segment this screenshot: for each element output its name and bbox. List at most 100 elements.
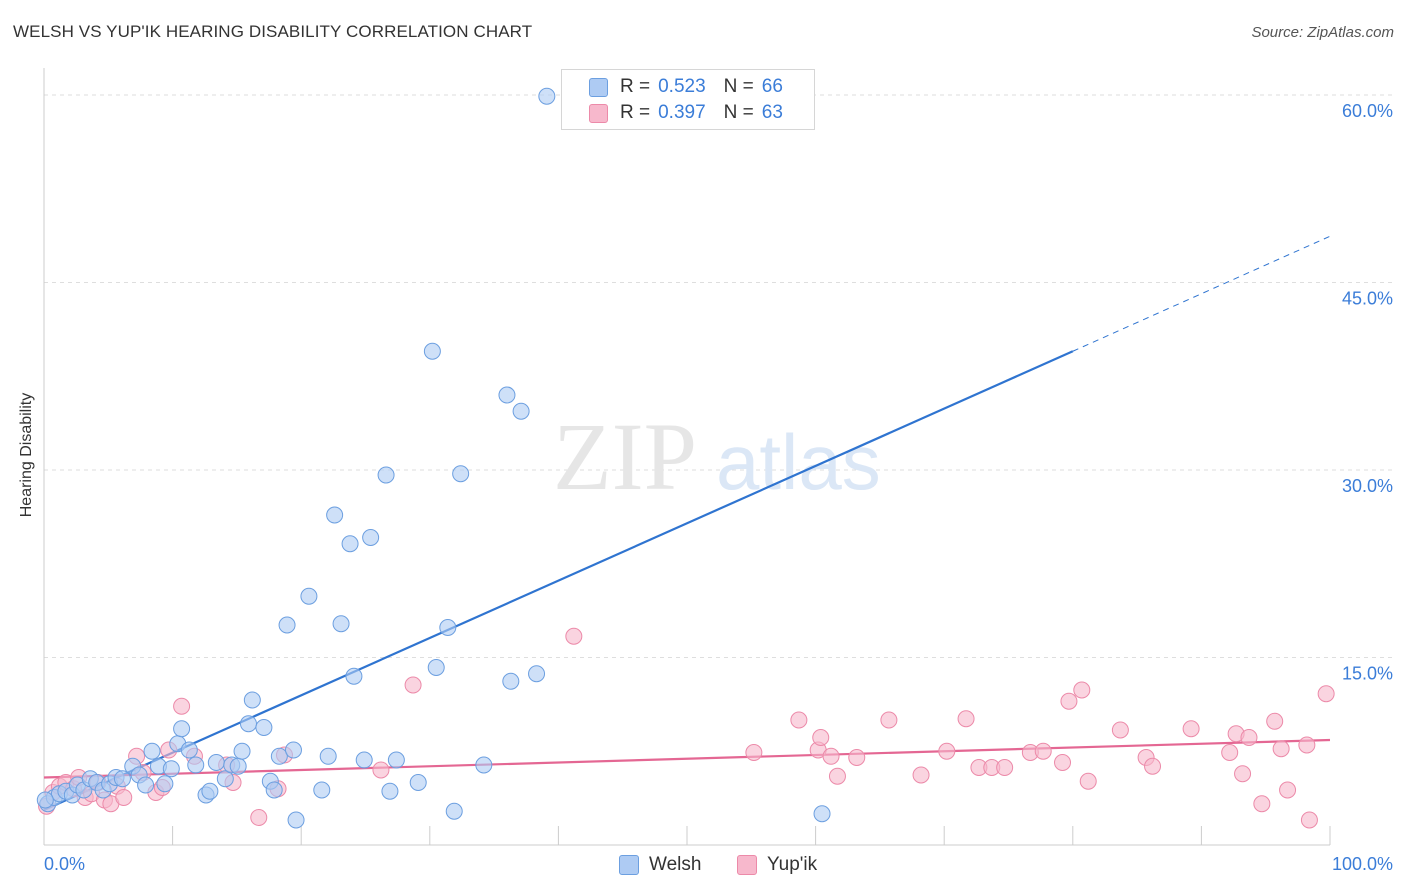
bottom-legend-welsh-label: Welsh xyxy=(649,854,702,875)
welsh-point xyxy=(409,774,427,791)
legend: R = 0.523 N = 66 R = 0.397 N = 63 xyxy=(561,69,815,130)
x-tick-label: 0.0% xyxy=(44,854,85,874)
welsh-point xyxy=(345,667,363,685)
welsh-trend-extension xyxy=(1072,235,1331,352)
yupik-point xyxy=(1111,721,1129,739)
legend-n-label: N = xyxy=(723,102,754,123)
welsh-point xyxy=(36,791,54,809)
welsh-point xyxy=(143,742,161,760)
welsh-point xyxy=(423,342,441,360)
welsh-point xyxy=(326,506,344,524)
legend-n-value: 63 xyxy=(761,102,783,123)
welsh-point xyxy=(355,751,373,769)
y-tick-label: 15.0% xyxy=(1342,664,1393,684)
welsh-point xyxy=(439,619,457,636)
yupik-point xyxy=(1182,720,1200,738)
watermark-atlas: atlas xyxy=(716,418,881,506)
welsh-point xyxy=(452,465,470,483)
yupik-point xyxy=(404,676,422,694)
yupik-point xyxy=(1272,740,1290,758)
bottom-legend-yupik-label: Yup'ik xyxy=(767,854,818,875)
welsh-point xyxy=(180,741,198,759)
yupik-point xyxy=(938,742,956,760)
welsh-point xyxy=(381,782,399,800)
welsh-point xyxy=(502,672,520,690)
welsh-point xyxy=(284,741,302,759)
legend-yupik-swatch xyxy=(589,104,608,123)
yupik-point xyxy=(1266,712,1284,730)
yupik-point xyxy=(996,759,1014,776)
welsh-point xyxy=(255,719,273,736)
yupik-point xyxy=(1279,781,1297,799)
y-tick-label: 45.0% xyxy=(1342,289,1393,309)
welsh-point xyxy=(475,756,493,774)
welsh-point xyxy=(265,781,283,799)
yupik-point xyxy=(790,711,808,729)
legend-r-value: 0.523 xyxy=(658,76,706,97)
trend-lines xyxy=(43,235,1331,812)
welsh-point xyxy=(512,402,530,420)
welsh-point xyxy=(173,720,191,738)
welsh-point xyxy=(137,776,155,794)
welsh-point xyxy=(229,757,247,775)
welsh-point xyxy=(113,770,131,788)
yupik-point xyxy=(115,789,133,806)
yupik-point xyxy=(828,767,846,785)
legend-r-label: R = xyxy=(620,76,651,97)
yupik-point xyxy=(1144,757,1162,775)
welsh-point xyxy=(387,751,405,769)
y-tick-label: 30.0% xyxy=(1342,476,1393,496)
welsh-point xyxy=(427,659,445,676)
yupik-point xyxy=(1079,772,1097,790)
legend-r-value: 0.397 xyxy=(658,102,706,123)
x-tick-label: 100.0% xyxy=(1332,854,1393,874)
legend-row-yupik: R = 0.397 N = 63 xyxy=(620,101,783,125)
yupik-point xyxy=(1073,681,1091,699)
legend-r-label: R = xyxy=(620,102,651,123)
welsh-point xyxy=(319,747,337,765)
legend-welsh-swatch xyxy=(589,78,608,97)
yupik-point xyxy=(1298,736,1316,754)
yupik-point xyxy=(1034,742,1052,760)
welsh-point xyxy=(313,781,331,799)
axes xyxy=(43,68,1331,846)
yupik-point xyxy=(1054,754,1072,771)
yupik-point xyxy=(372,761,390,779)
bottom-legend-welsh: Welsh xyxy=(619,852,701,878)
yupik-point xyxy=(848,749,866,766)
welsh-point xyxy=(445,802,463,820)
welsh-point xyxy=(201,782,219,800)
legend-n-label: N = xyxy=(723,76,754,97)
yupik-trend-line xyxy=(43,738,1331,779)
welsh-point xyxy=(300,587,318,605)
source-label: Source: ZipAtlas.com xyxy=(1251,24,1394,41)
yupik-point xyxy=(1317,685,1335,703)
bottom-legend-yupik-swatch xyxy=(737,855,757,875)
yupik-point xyxy=(1234,765,1252,783)
welsh-point xyxy=(156,775,174,793)
welsh-point xyxy=(287,811,305,829)
tick-labels: 15.0% 30.0% 45.0% 60.0% 0.0% 100.0% xyxy=(44,101,1393,874)
y-tick-label: 60.0% xyxy=(1342,101,1393,121)
welsh-trend-line xyxy=(43,350,1074,812)
gridlines xyxy=(44,94,1393,658)
bottom-legend-yupik: Yup'ik xyxy=(737,852,817,878)
welsh-point xyxy=(239,715,257,733)
yupik-point xyxy=(1221,744,1239,761)
bottom-legend-welsh-swatch xyxy=(619,855,639,875)
welsh-point xyxy=(233,742,251,760)
welsh-point xyxy=(207,754,225,771)
yupik-point xyxy=(1253,795,1271,813)
chart-title: WELSH VS YUP'IK HEARING DISABILITY CORRE… xyxy=(13,22,533,41)
yupik-point xyxy=(565,627,583,645)
welsh-point xyxy=(498,386,516,404)
yupik-point xyxy=(957,710,975,728)
watermark: ZIP atlas xyxy=(553,403,881,510)
yupik-point xyxy=(1060,692,1078,710)
welsh-point xyxy=(332,615,350,633)
yupik-point xyxy=(822,747,840,765)
yupik-point xyxy=(1240,729,1258,746)
yupik-point xyxy=(912,766,930,784)
welsh-point xyxy=(813,805,831,823)
legend-n-value: 66 xyxy=(761,76,783,97)
